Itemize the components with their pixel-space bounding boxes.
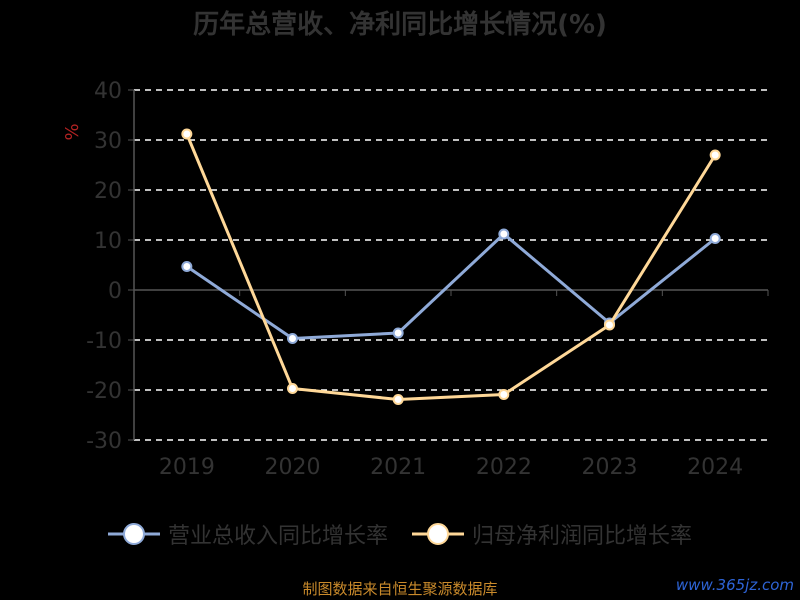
legend-label-revenue: 营业总收入同比增长率 xyxy=(167,524,388,549)
x-tick-label: 2023 xyxy=(582,455,638,480)
legend-item-revenue[interactable]: 营业总收入同比增长率 xyxy=(107,518,388,550)
x-tick-label: 2019 xyxy=(159,455,215,480)
chart-title: 历年总营收、净利同比增长情况(%) xyxy=(193,10,607,40)
data-point-1[interactable] xyxy=(604,319,615,331)
x-tick-label: 2020 xyxy=(265,455,321,480)
legend-label-profit: 归母净利润同比增长率 xyxy=(472,524,693,549)
legend-item-profit[interactable]: 归母净利润同比增长率 xyxy=(412,518,692,550)
y-tick-label: 0 xyxy=(108,279,122,304)
legend-marker-revenue-icon xyxy=(107,523,160,545)
y-tick-label: -20 xyxy=(86,379,122,404)
grid-lines xyxy=(134,89,768,441)
data-point-0[interactable] xyxy=(287,333,298,344)
series-lines xyxy=(181,128,721,405)
data-point-1[interactable] xyxy=(498,389,510,400)
data-point-0[interactable] xyxy=(392,327,404,339)
series-line-0 xyxy=(185,232,717,340)
y-tick-label: 40 xyxy=(94,79,122,104)
x-tick-label: 2021 xyxy=(370,455,426,480)
y-axis-label: % xyxy=(62,123,83,140)
data-point-0[interactable] xyxy=(498,228,510,240)
legend-marker-profit-icon xyxy=(412,523,464,545)
y-tick-label: 10 xyxy=(94,229,122,254)
series-line-1 xyxy=(185,133,717,401)
legend: 营业总收入同比增长率 归母净利润同比增长率 xyxy=(0,518,800,550)
data-point-0[interactable] xyxy=(181,261,193,272)
data-point-1[interactable] xyxy=(287,383,298,394)
y-tick-label: 20 xyxy=(94,179,122,204)
x-tick-label: 2024 xyxy=(687,455,743,480)
y-tick-label: 30 xyxy=(94,129,122,154)
data-point-1[interactable] xyxy=(709,149,721,161)
data-point-0[interactable] xyxy=(709,233,721,244)
data-point-1[interactable] xyxy=(181,128,193,140)
data-source-note: 制图数据来自恒生聚源数据库 xyxy=(302,580,498,598)
y-tick-label: -10 xyxy=(86,329,122,354)
watermark: www.365jz.com xyxy=(675,576,794,594)
x-tick-label: 2022 xyxy=(476,455,532,480)
data-point-1[interactable] xyxy=(392,394,404,405)
axes: 40 30 20 10 0 -10 -20 -30 2019 2020 2021 2022 2023 20… xyxy=(86,79,769,480)
y-tick-label: -30 xyxy=(86,429,122,454)
